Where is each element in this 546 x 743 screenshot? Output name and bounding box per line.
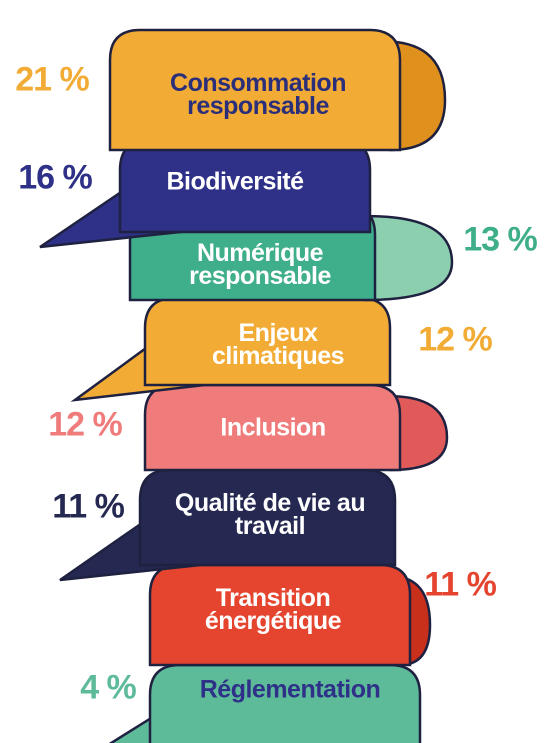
value-label: 12 % [418, 321, 492, 360]
value-label: 12 % [48, 406, 122, 445]
category-label: Biodiversité [130, 171, 340, 194]
category-label: Transition énergétique [173, 587, 373, 633]
value-label: 4 % [80, 669, 136, 708]
value-label: 11 % [52, 488, 124, 527]
value-label: 21 % [15, 61, 89, 100]
value-label: 11 % [424, 566, 496, 605]
category-label: Réglementation [170, 679, 410, 702]
category-label: Qualité de vie au travail [170, 492, 370, 538]
category-label: Enjeux climatiques [178, 322, 378, 368]
value-label: 13 % [463, 221, 537, 260]
category-label: Inclusion [163, 417, 383, 440]
value-label: 16 % [18, 159, 92, 198]
infographic: Réglementation 4 % Transition énergétique 1… [0, 0, 546, 743]
category-label: Numérique responsable [160, 242, 360, 288]
category-label: Consommation responsable [153, 72, 363, 118]
